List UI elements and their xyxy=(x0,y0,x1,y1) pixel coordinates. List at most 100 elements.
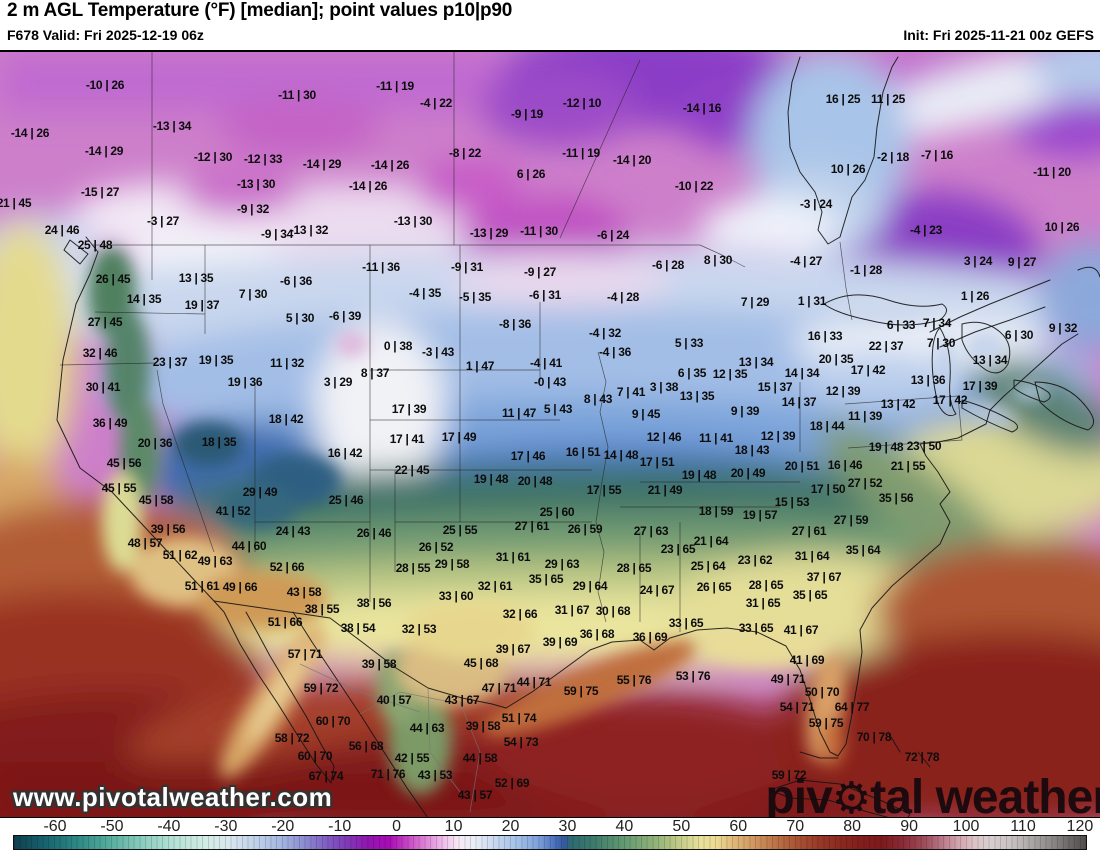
point-value: 9 | 45 xyxy=(631,407,661,421)
point-value: 39 | 58 xyxy=(465,719,501,733)
point-value: 26 | 65 xyxy=(696,580,732,594)
point-value: 12 | 39 xyxy=(760,429,796,443)
point-value: -4 | 32 xyxy=(589,326,621,340)
point-value: -4 | 22 xyxy=(420,96,452,110)
point-value: 9 | 27 xyxy=(1007,255,1037,269)
point-value: 72 | 78 xyxy=(904,750,940,764)
point-value: 0 | 38 xyxy=(383,339,413,353)
point-value: 64 | 77 xyxy=(834,700,870,714)
point-value: 27 | 45 xyxy=(87,315,123,329)
point-value: 3 | 24 xyxy=(963,254,993,268)
point-value: 17 | 39 xyxy=(962,379,998,393)
point-value: -3 | 27 xyxy=(147,214,179,228)
point-value: 27 | 52 xyxy=(847,476,883,490)
brand-text-right: tal weather xyxy=(870,771,1100,818)
point-value: -13 | 30 xyxy=(393,214,433,228)
point-value: 44 | 63 xyxy=(409,721,445,735)
point-value: -3 | 24 xyxy=(800,197,832,211)
point-value: 39 | 58 xyxy=(361,657,397,671)
political-borders xyxy=(59,52,963,632)
point-value: 18 | 42 xyxy=(268,412,304,426)
point-value: 14 | 34 xyxy=(784,366,820,380)
point-value: 51 | 62 xyxy=(162,548,198,562)
point-value: -6 | 39 xyxy=(329,309,361,323)
point-value: 6 | 30 xyxy=(1004,328,1034,342)
point-value: -11 | 30 xyxy=(520,224,558,238)
valid-time: F678 Valid: Fri 2025-12-19 06z xyxy=(7,27,204,43)
point-value: 35 | 64 xyxy=(845,543,881,557)
colorbar-tick: 20 xyxy=(501,818,520,835)
point-value: 38 | 55 xyxy=(304,602,340,616)
point-value: 70 | 78 xyxy=(856,730,892,744)
point-value: 20 | 36 xyxy=(137,436,173,450)
point-value: 24 | 43 xyxy=(275,524,311,538)
point-value: -15 | 27 xyxy=(80,185,120,199)
point-value: 17 | 50 xyxy=(810,482,846,496)
colorbar-tick: 60 xyxy=(729,818,748,835)
point-value: 7 | 41 xyxy=(616,385,646,399)
point-value: 45 | 58 xyxy=(138,493,174,507)
point-value: 54 | 73 xyxy=(503,735,539,749)
point-value: -9 | 31 xyxy=(451,260,483,274)
point-value: 7 | 29 xyxy=(740,295,770,309)
point-value: -9 | 32 xyxy=(237,202,269,216)
point-value: 21 | 49 xyxy=(647,483,683,497)
point-value: 17 | 42 xyxy=(850,363,886,377)
watermark-url: www.pivotalweather.com xyxy=(13,782,333,812)
point-value: 43 | 58 xyxy=(286,585,322,599)
point-value: -5 | 35 xyxy=(459,290,491,304)
point-value: 8 | 43 xyxy=(583,392,613,406)
point-value: 3 | 38 xyxy=(649,380,679,394)
point-value: 18 | 35 xyxy=(201,435,237,449)
point-value: 31 | 61 xyxy=(495,550,531,564)
point-value: -7 | 16 xyxy=(921,148,953,162)
colorbar-tick: 80 xyxy=(843,818,862,835)
point-value: -10 | 22 xyxy=(674,179,714,193)
point-value: 29 | 64 xyxy=(572,579,608,593)
point-value: 15 | 37 xyxy=(757,380,793,394)
colorbar-tick: 10 xyxy=(444,818,463,835)
point-value: 17 | 42 xyxy=(932,393,968,407)
point-value: 55 | 76 xyxy=(616,673,652,687)
point-value: -2 | 18 xyxy=(877,150,909,164)
point-value: 33 | 60 xyxy=(438,589,474,603)
point-value: -8 | 22 xyxy=(449,146,481,160)
point-value: 32 | 61 xyxy=(477,579,513,593)
temperature-map[interactable]: -10 | 26 -11 | 30 -11 | 19 -4 | 22 -12 | 10 -… xyxy=(0,50,1100,818)
point-value: 28 | 55 xyxy=(395,561,431,575)
point-value: -9 | 34 xyxy=(261,227,293,241)
point-value: 18 | 43 xyxy=(734,443,770,457)
point-value: 11 | 47 xyxy=(502,406,536,420)
point-value: 22 | 45 xyxy=(394,463,430,477)
point-value: 19 | 48 xyxy=(473,472,509,486)
point-value: 29 | 58 xyxy=(434,557,470,571)
point-value: 44 | 58 xyxy=(462,751,498,765)
point-value: 16 | 33 xyxy=(807,329,843,343)
point-value: 60 | 70 xyxy=(297,749,333,763)
point-value: -6 | 28 xyxy=(652,258,684,272)
point-value: -4 | 41 xyxy=(530,356,562,370)
point-value: 39 | 56 xyxy=(150,522,186,536)
point-value: 52 | 69 xyxy=(494,776,530,790)
watermark-brand: piv⚙tal weather xyxy=(765,770,1100,818)
point-value: 42 | 55 xyxy=(394,751,430,765)
colorbar-tick: 50 xyxy=(672,818,691,835)
point-value: 13 | 34 xyxy=(738,355,774,369)
point-value: 5 | 30 xyxy=(285,311,315,325)
colorbar-tick: 30 xyxy=(558,818,577,835)
point-value: 24 | 46 xyxy=(44,223,80,237)
point-value: 43 | 53 xyxy=(417,768,453,782)
point-value: 13 | 34 xyxy=(972,353,1008,367)
point-value: 22 | 37 xyxy=(868,339,904,353)
point-value: 7 | 30 xyxy=(238,287,268,301)
point-value: 59 | 72 xyxy=(303,681,339,695)
point-value: 17 | 55 xyxy=(586,483,622,497)
point-value: 16 | 51 xyxy=(565,445,601,459)
point-value: 30 | 41 xyxy=(85,380,121,394)
point-value: 49 | 63 xyxy=(197,554,233,568)
colorbar-tick: -30 xyxy=(214,818,238,835)
point-value: -14 | 16 xyxy=(682,101,722,115)
point-value: 35 | 56 xyxy=(878,491,914,505)
point-value: -11 | 20 xyxy=(1033,165,1071,179)
point-value: 17 | 39 xyxy=(391,402,427,416)
